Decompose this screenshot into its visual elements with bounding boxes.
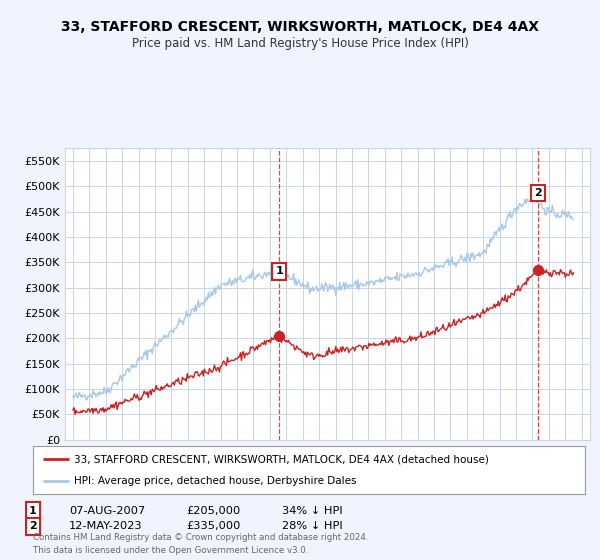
- Text: 1: 1: [29, 506, 37, 516]
- Text: 28% ↓ HPI: 28% ↓ HPI: [282, 521, 343, 531]
- Text: 2: 2: [29, 521, 37, 531]
- Text: 2: 2: [535, 188, 542, 198]
- Text: £335,000: £335,000: [186, 521, 241, 531]
- Text: 1: 1: [275, 267, 283, 277]
- Text: Price paid vs. HM Land Registry's House Price Index (HPI): Price paid vs. HM Land Registry's House …: [131, 37, 469, 50]
- Text: 33, STAFFORD CRESCENT, WIRKSWORTH, MATLOCK, DE4 4AX (detached house): 33, STAFFORD CRESCENT, WIRKSWORTH, MATLO…: [74, 454, 489, 464]
- Text: 12-MAY-2023: 12-MAY-2023: [69, 521, 143, 531]
- Text: 33, STAFFORD CRESCENT, WIRKSWORTH, MATLOCK, DE4 4AX: 33, STAFFORD CRESCENT, WIRKSWORTH, MATLO…: [61, 20, 539, 34]
- Text: Contains HM Land Registry data © Crown copyright and database right 2024.
This d: Contains HM Land Registry data © Crown c…: [33, 533, 368, 556]
- Text: £205,000: £205,000: [186, 506, 240, 516]
- Text: 07-AUG-2007: 07-AUG-2007: [69, 506, 145, 516]
- Text: HPI: Average price, detached house, Derbyshire Dales: HPI: Average price, detached house, Derb…: [74, 476, 357, 486]
- Text: 34% ↓ HPI: 34% ↓ HPI: [282, 506, 343, 516]
